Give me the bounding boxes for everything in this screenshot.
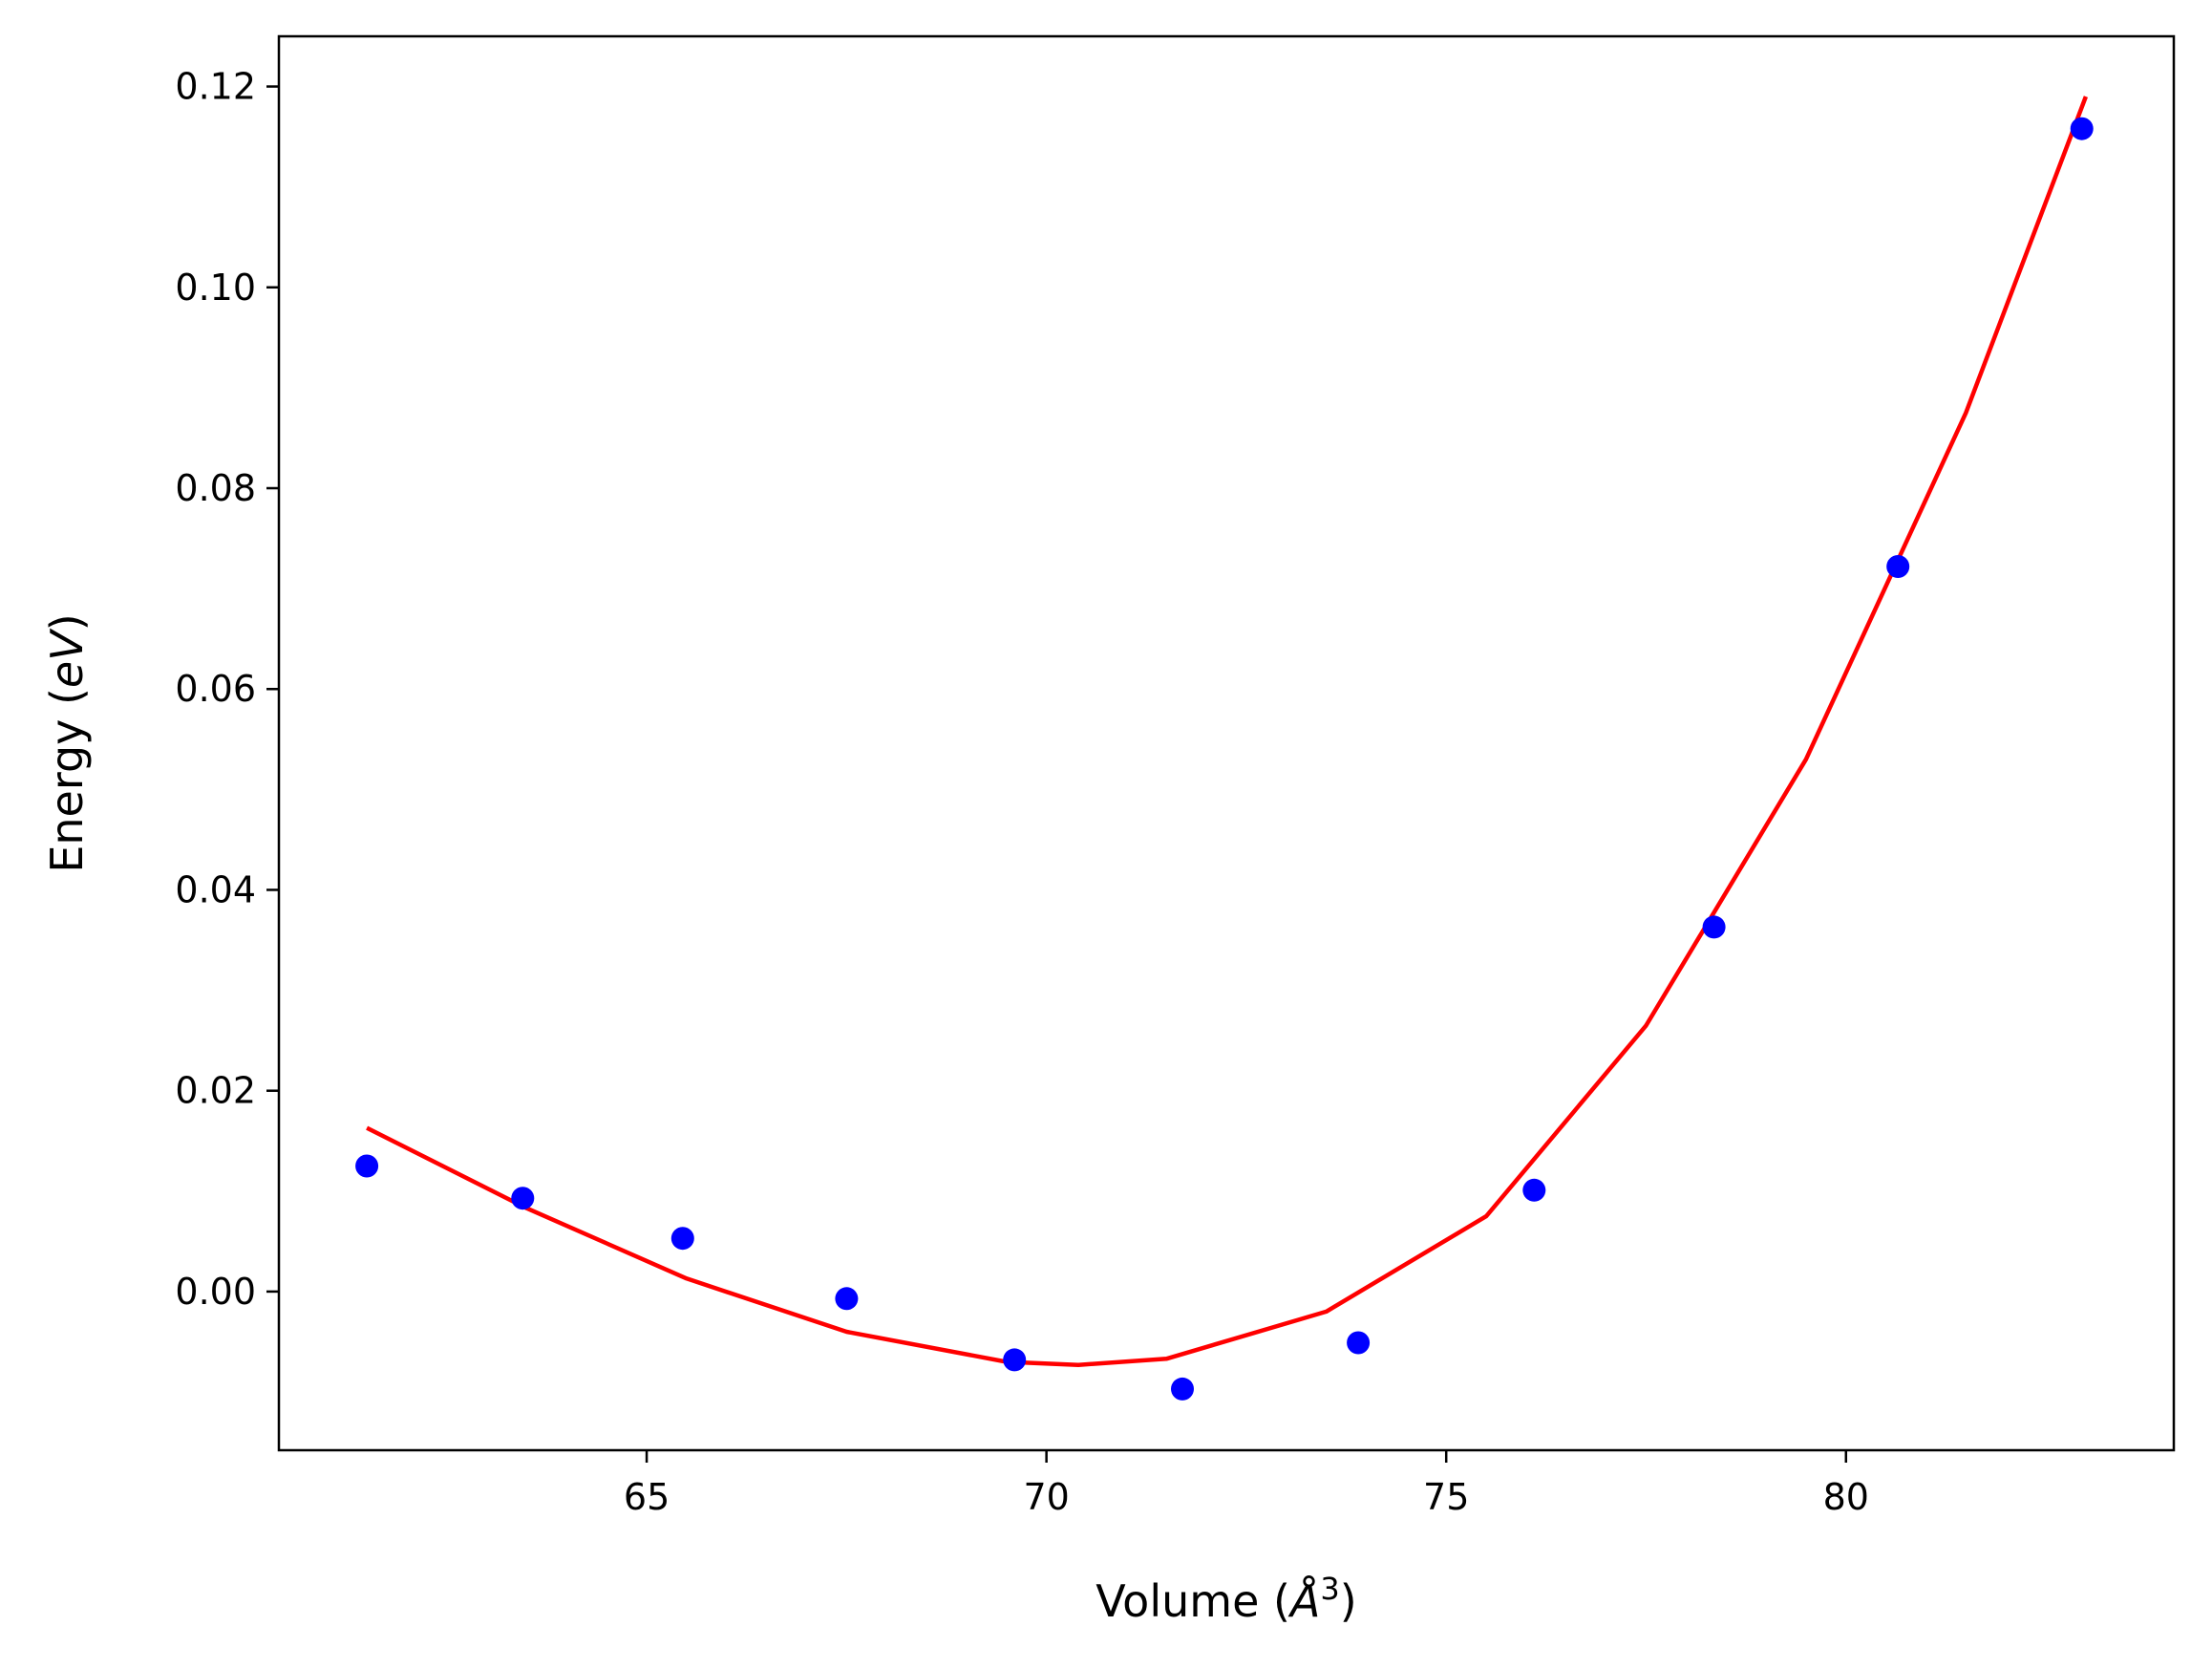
data-point [511,1187,535,1210]
data-point [670,1227,694,1251]
y-tick-label: 0.04 [175,868,256,910]
data-point [1702,915,1726,939]
x-axis-label: Volume (Å3) [1095,1571,1356,1627]
plot-frame [277,34,2176,1452]
data-point [1003,1348,1027,1372]
y-axis-label: Energy (eV) [41,613,93,872]
y-tick-label: 0.02 [175,1070,256,1112]
plot-marks [355,96,2094,1401]
data-point [1522,1178,1546,1202]
y-tick-label: 0.00 [175,1271,256,1313]
x-tick-label: 80 [1823,1476,1869,1518]
data-point [1171,1377,1194,1401]
data-point [355,1154,379,1178]
x-tick-label: 75 [1423,1476,1469,1518]
data-point [835,1287,859,1311]
y-tick-label: 0.12 [175,66,256,108]
data-point [1347,1331,1371,1355]
x-ticks: 65 70 75 80 [624,1450,1869,1518]
y-tick-label: 0.08 [175,467,256,509]
y-tick-label: 0.10 [175,267,256,309]
x-tick-label: 70 [1023,1476,1069,1518]
x-tick-label: 65 [624,1476,670,1518]
data-point [1886,555,1910,578]
data-point [2070,117,2094,140]
y-ticks: 0.00 0.02 0.04 0.06 0.08 0.10 0.12 [175,66,279,1313]
y-tick-label: 0.06 [175,668,256,710]
fit-curve [366,96,2089,1367]
